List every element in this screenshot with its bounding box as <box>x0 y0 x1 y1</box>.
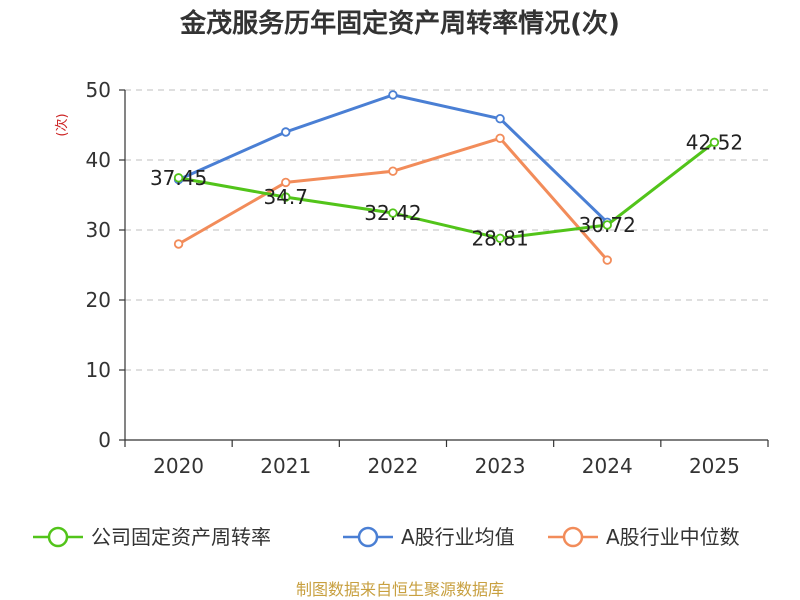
x-tick-label-2024: 2024 <box>582 454 633 478</box>
source-note: 制图数据来自恒生聚源数据库 <box>296 580 504 599</box>
y-tick-label-10: 10 <box>86 358 111 382</box>
y-tick-label-30: 30 <box>86 218 111 242</box>
data-label-2022: 32.42 <box>364 201 421 225</box>
legend-item-2[interactable]: A股行业中位数 <box>548 525 740 549</box>
axes: 0 10 20 30 40 50 2020 2021 2022 2023 2024 2025 <box>86 78 769 478</box>
data-point-s0-2025[interactable] <box>709 137 720 148</box>
data-point-s0-2024[interactable] <box>602 220 612 230</box>
data-labels: 37.45 34.7 32.42 28.81 30.72 42.52 <box>150 130 743 250</box>
legend-item-0[interactable]: 公司固定资产周转率 <box>33 525 271 549</box>
gridlines <box>125 89 768 371</box>
legend[interactable]: 公司固定资产周转率 A股行业均值 A股行业中位数 <box>33 525 740 549</box>
data-label-2023: 28.81 <box>471 226 528 250</box>
legend-item-1[interactable]: A股行业均值 <box>343 525 515 549</box>
y-tick-label-0: 0 <box>98 428 111 452</box>
y-tick-label-20: 20 <box>86 288 111 312</box>
data-point-s0-2021[interactable] <box>281 192 291 202</box>
data-point-s0-2022[interactable] <box>388 208 398 218</box>
data-label-2021: 34.7 <box>263 185 308 209</box>
legend-marker-0 <box>47 526 69 548</box>
series-line-0 <box>178 141 716 240</box>
chart-title: 金茂服务历年固定资产周转率情况(次) <box>179 8 620 39</box>
data-point-s1-2022[interactable] <box>388 90 398 100</box>
data-label-2024: 30.72 <box>579 213 636 237</box>
legend-label-1: A股行业均值 <box>401 525 515 549</box>
data-point-s1-2021[interactable] <box>281 127 291 137</box>
legend-marker-1 <box>357 526 379 548</box>
y-tick-label-50: 50 <box>86 78 111 102</box>
legend-marker-2 <box>562 526 584 548</box>
x-tick-label-2025: 2025 <box>689 454 740 478</box>
y-axis-label: (次) <box>54 113 70 136</box>
data-point-s2-2020[interactable] <box>173 239 184 249</box>
legend-label-2: A股行业中位数 <box>606 525 740 549</box>
x-tick-label-2022: 2022 <box>367 454 418 478</box>
data-label-2020: 37.45 <box>150 166 207 190</box>
data-point-s0-2023[interactable] <box>495 233 505 244</box>
data-point-s2-2024[interactable] <box>602 255 612 265</box>
series-group <box>173 90 720 265</box>
data-point-s2-2021[interactable] <box>281 177 291 188</box>
x-tick-label-2021: 2021 <box>260 454 311 478</box>
x-tick-label-2020: 2020 <box>153 454 204 478</box>
legend-label-0: 公司固定资产周转率 <box>91 525 271 549</box>
data-point-s1-2023[interactable] <box>495 113 505 124</box>
data-point-s0-2020[interactable] <box>173 173 184 183</box>
data-point-s2-2022[interactable] <box>388 166 398 176</box>
x-tick-label-2023: 2023 <box>475 454 526 478</box>
data-label-2025: 42.52 <box>686 130 743 154</box>
series-line-2 <box>177 136 609 262</box>
data-point-s2-2023[interactable] <box>495 133 505 143</box>
y-tick-label-40: 40 <box>86 148 111 172</box>
